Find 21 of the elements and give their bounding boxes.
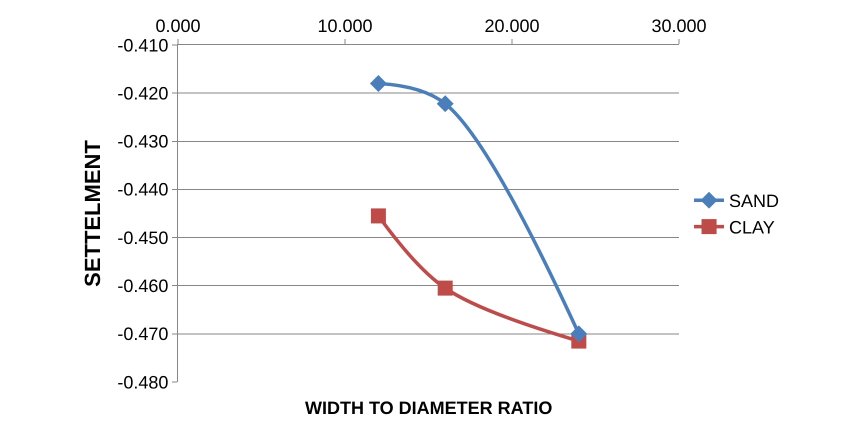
x-tick-label: 30.000 (651, 16, 707, 36)
y-tick-label: -0.420 (117, 83, 168, 104)
x-axis-title: WIDTH TO DIAMETER RATIO (305, 398, 552, 418)
y-tick-label: -0.430 (117, 132, 168, 152)
point (438, 280, 453, 296)
y-axis-title: SETTELMENT (80, 140, 106, 287)
y-tick-label: -0.480 (117, 372, 168, 392)
legend-label: CLAY (729, 218, 775, 238)
y-tick-label: -0.440 (117, 180, 168, 200)
legend-label: SAND (729, 191, 780, 212)
y-tick-label: -0.410 (117, 35, 168, 56)
x-tick-label: 10.000 (317, 16, 373, 36)
y-tick-label: -0.450 (117, 228, 168, 248)
point (436, 95, 454, 112)
y-tick-label: -0.470 (117, 324, 168, 344)
point (370, 208, 386, 224)
point (370, 75, 387, 92)
point (570, 325, 588, 342)
y-tick-label: -0.460 (117, 276, 168, 296)
x-tick-label: 20.000 (484, 16, 540, 36)
x-tick-label: 0.000 (155, 16, 201, 36)
